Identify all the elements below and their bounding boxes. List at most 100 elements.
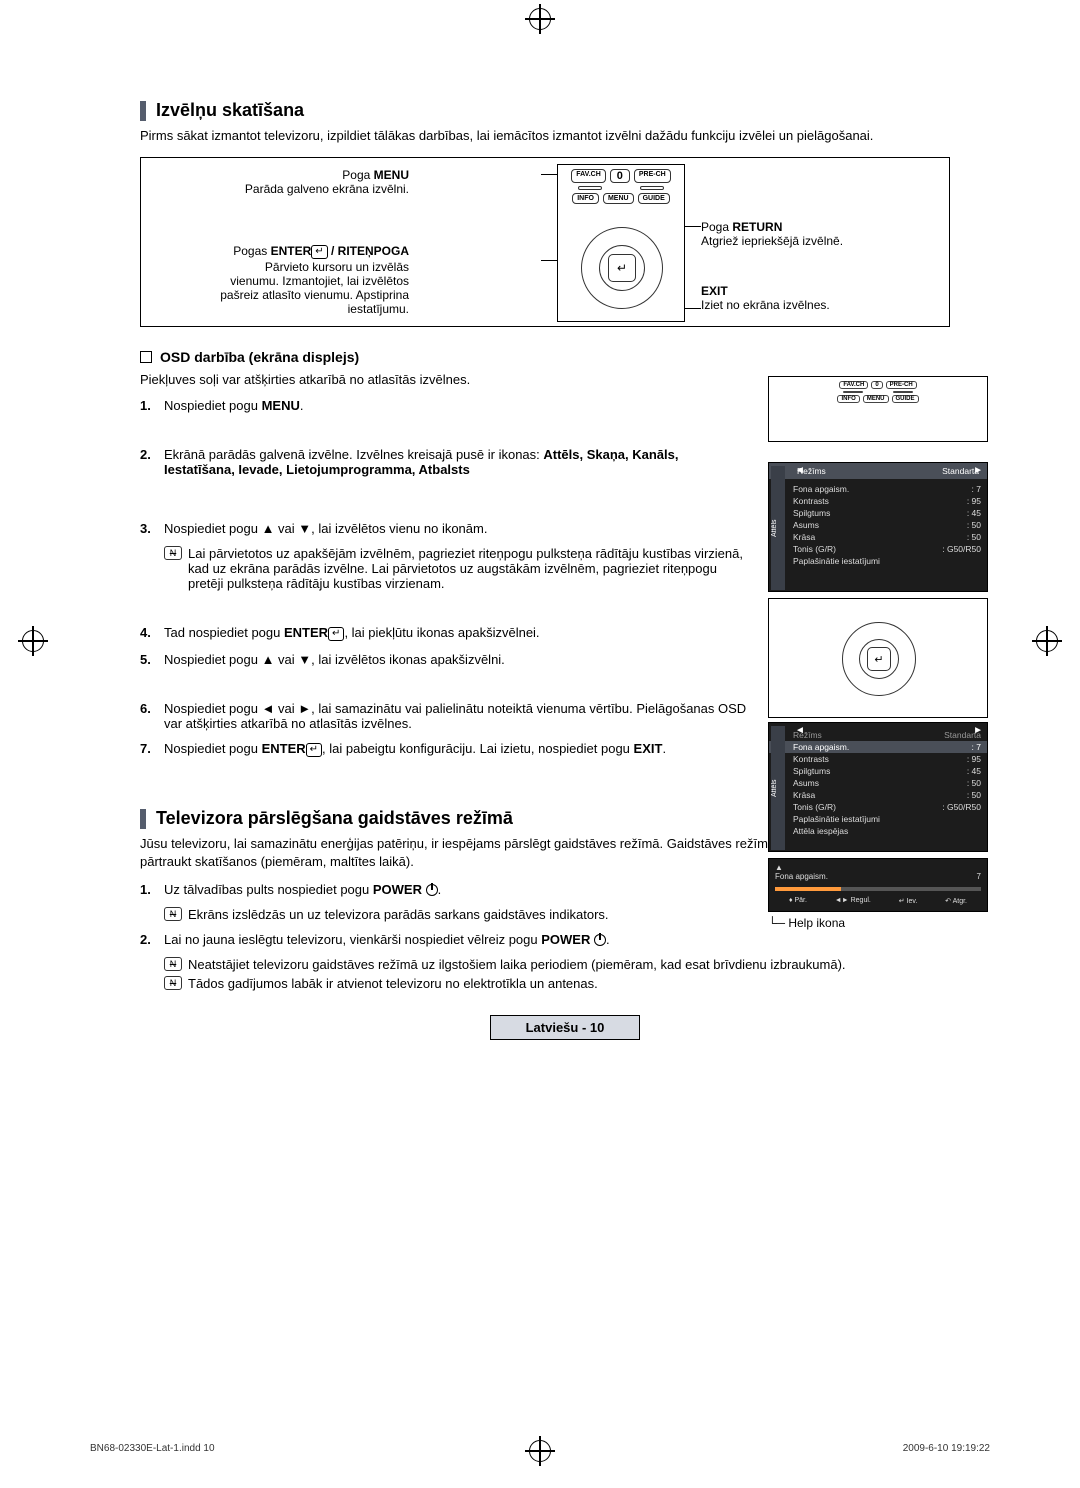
enter-icon: ↵	[311, 245, 327, 259]
mini-info: INFO	[837, 395, 859, 403]
nav-ring-inner: ↵	[859, 639, 899, 679]
menu-tab: Attēls	[771, 466, 785, 590]
note-icon: N	[164, 907, 182, 921]
favch-button: FAV.CH	[571, 169, 606, 183]
exit-desc: Iziet no ekrāna izvēlnes.	[701, 298, 830, 312]
menu-panel-b: Attēls ◄ ► Režīms Standarta Fona apgaism…	[768, 722, 988, 852]
step-text: , lai pabeigtu konfigurāciju. Lai izietu…	[322, 741, 634, 756]
step-number: 6.	[140, 701, 164, 731]
step-number: 7.	[140, 741, 164, 758]
menu-tab: Attēls	[771, 726, 785, 850]
note-icon: N	[164, 976, 182, 990]
slider-b2: ◄► Regul.	[835, 897, 871, 905]
menu-button: MENU	[603, 193, 634, 204]
step-text: Lai no jauna ieslēgtu televizoru, vienkā…	[164, 932, 541, 947]
page-footer: Latviešu - 10	[490, 1015, 640, 1040]
enter-icon: ↵	[328, 627, 344, 641]
return-label-pre: Poga	[701, 220, 729, 234]
step-number: 1.	[140, 398, 164, 413]
enter-button: ↵	[608, 254, 636, 282]
enter-desc2: vienumu. Izmantojiet, lai izvēlētos	[230, 274, 409, 288]
info-button: INFO	[572, 193, 599, 204]
note-text: Lai pārvietotos uz apakšējām izvēlnēm, p…	[188, 546, 750, 591]
note-icon: N	[164, 957, 182, 971]
section-title: Izvēlņu skatīšana	[156, 100, 304, 121]
section-title: Televizora pārslēgšana gaidstāves režīmā	[156, 808, 513, 829]
remote-block: FAV.CH 0 PRE-CH INFO MENU GUIDE ↵	[557, 164, 685, 322]
step-text: , lai piekļūtu ikonas apakšizvēlnei.	[344, 625, 539, 640]
menu-panel-a: Attēls ◄ ► Režīms Standarta Fona apgaism…	[768, 462, 988, 592]
enter-desc3: pašreiz atlasīto vienumu. Apstiprina	[220, 288, 409, 302]
print-file: BN68-02330E-Lat-1.indd 10	[90, 1443, 215, 1454]
nav-ring: ↵	[581, 227, 663, 309]
section-bar	[140, 809, 146, 829]
registration-mark	[1036, 630, 1058, 652]
enter-label2: / RITEŅPOGA	[328, 244, 409, 258]
step-number: 5.	[140, 652, 164, 667]
step-bold: ENTER	[262, 741, 306, 756]
step-number: 2.	[140, 932, 164, 947]
slider-fill	[775, 887, 841, 891]
section-header: Izvēlņu skatīšana	[140, 100, 990, 121]
note-text: Tādos gadījumos labāk ir atvienot televi…	[188, 976, 598, 991]
step-bold: POWER	[373, 882, 422, 897]
small-button	[578, 186, 602, 190]
remote-diagram: Poga MENU Parāda galveno ekrāna izvēlni.…	[140, 157, 950, 327]
note-text: Neatstājiet televizoru gaidstāves režīmā…	[188, 957, 846, 972]
arrow-left-icon: ◄	[795, 725, 805, 736]
s2-step-2: 2. Lai no jauna ieslēgtu televizoru, vie…	[140, 932, 990, 947]
slider-b4: ↶ Atgr.	[945, 897, 967, 905]
arrow-right-icon: ►	[973, 465, 983, 476]
square-bullet-icon	[140, 351, 152, 363]
step-text: Tad nospiediet pogu	[164, 625, 284, 640]
slider-title: Fona apgaism.	[775, 872, 828, 881]
step-text: Nospiediet pogu	[164, 741, 262, 756]
step-bold: EXIT	[634, 741, 663, 756]
menu-desc: Parāda galveno ekrāna izvēlni.	[245, 182, 409, 196]
registration-mark	[22, 630, 44, 652]
mini-menu: MENU	[863, 395, 889, 403]
slider-b1: ♦ Pār.	[789, 897, 807, 905]
return-desc: Atgriež iepriekšējā izvēlnē.	[701, 234, 843, 248]
mini-zero: 0	[871, 381, 882, 389]
step-number: 2.	[140, 447, 164, 477]
mini-guide: GUIDE	[892, 395, 919, 403]
mini-small	[843, 391, 863, 393]
mini-remote-illustration: FAV.CH 0 PRE-CH INFO MENU GUIDE	[768, 376, 988, 442]
step-number: 4.	[140, 625, 164, 642]
step-text: Ekrānā parādās galvenā izvēlne. Izvēlnes…	[164, 447, 543, 462]
prech-button: PRE-CH	[634, 169, 671, 183]
subsection-header: OSD darbība (ekrāna displejs)	[140, 349, 990, 365]
slider-value: 7	[977, 872, 981, 881]
step-text: .	[662, 741, 666, 756]
step-number: 3.	[140, 521, 164, 536]
guide-button: GUIDE	[638, 193, 670, 204]
enter-button: ↵	[867, 647, 891, 671]
subsection-title: OSD darbība (ekrāna displejs)	[160, 349, 359, 365]
step-bold: MENU	[262, 398, 300, 413]
nav-inner: ↵	[599, 245, 645, 291]
arrow-left-icon: ◄	[795, 465, 805, 476]
slider-panel: ▲ Fona apgaism. 7 ♦ Pār. ◄► Regul. ↵ Iev…	[768, 858, 988, 930]
slider-up-icon: ▲	[775, 863, 981, 872]
note-icon: N	[164, 546, 182, 560]
enter-label: ENTER	[271, 244, 312, 258]
return-label: RETURN	[732, 220, 782, 234]
mini-prech: PRE-CH	[886, 381, 917, 389]
enter-icon: ↵	[306, 743, 322, 757]
enter-desc4: iestatījumu.	[348, 302, 409, 316]
small-button	[640, 186, 664, 190]
nav-ring-outer: ↵	[842, 622, 916, 696]
registration-mark	[529, 8, 551, 30]
mini-small	[893, 391, 913, 393]
slider-b3: ↵ Iev.	[899, 897, 918, 905]
power-icon	[594, 934, 606, 946]
print-footer: BN68-02330E-Lat-1.indd 10 2009-6-10 19:1…	[90, 1443, 990, 1454]
arrow-right-icon: ►	[973, 725, 983, 736]
step-bold: POWER	[541, 932, 590, 947]
s2-step2-note2: N Tādos gadījumos labāk ir atvienot tele…	[164, 976, 990, 991]
s2-step2-note1: N Neatstājiet televizoru gaidstāves režī…	[164, 957, 990, 972]
help-icon-label: └─ Help ikona	[768, 916, 988, 930]
menu-label-pre: Poga	[342, 168, 370, 182]
slider-track	[775, 887, 981, 891]
